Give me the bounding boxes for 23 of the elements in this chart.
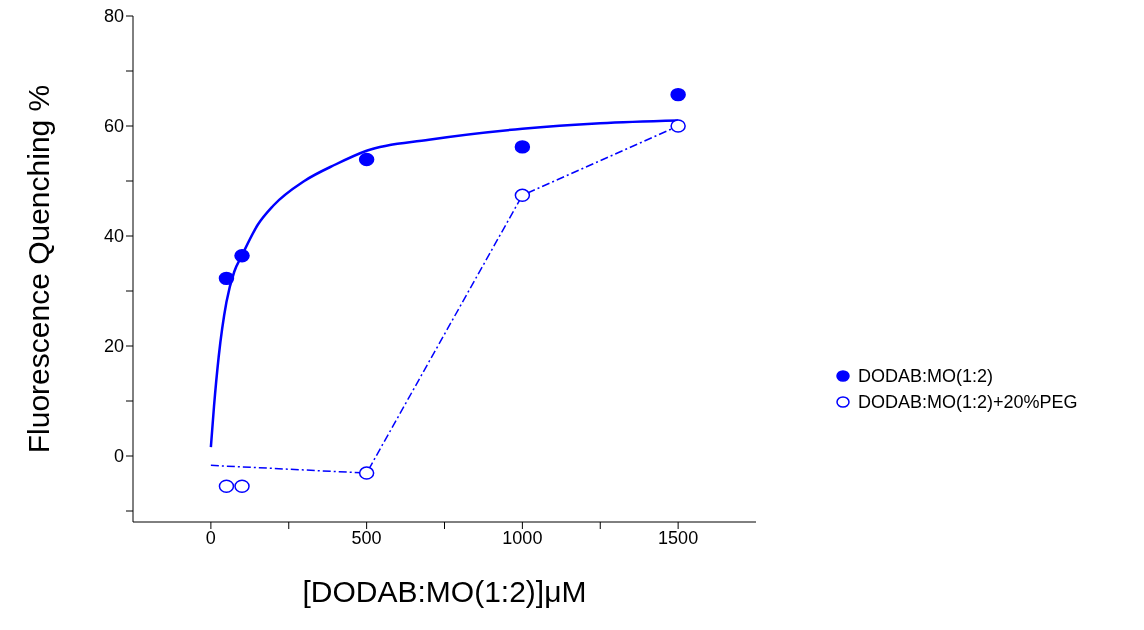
x-tick-label: 500	[351, 527, 382, 548]
point	[358, 152, 375, 167]
x-tick-label: 1000	[502, 527, 543, 548]
point	[234, 249, 250, 263]
point	[218, 479, 235, 493]
x-tick-label: 1500	[658, 527, 699, 548]
point	[234, 479, 250, 493]
point	[218, 271, 235, 286]
legend-label: DODAB:MO(1:2)	[858, 365, 994, 388]
y-tick-label: 20	[103, 336, 124, 357]
legend-label: DODAB:MO(1:2)+20%PEG	[858, 391, 1078, 414]
point	[670, 119, 686, 133]
point	[514, 188, 531, 202]
y-tick-label: 60	[103, 116, 124, 137]
x-axis-title: [DODAB:MO(1:2)]μM	[302, 575, 587, 608]
y-tick-label: 40	[103, 226, 124, 247]
y-tick-label: 80	[103, 6, 124, 27]
point	[358, 466, 375, 480]
point	[670, 87, 686, 102]
y-axis-title: Fluorescence Quenching %	[21, 84, 55, 454]
y-tick-label: 0	[113, 446, 124, 467]
point	[514, 140, 531, 154]
x-tick-label: 0	[205, 527, 216, 548]
